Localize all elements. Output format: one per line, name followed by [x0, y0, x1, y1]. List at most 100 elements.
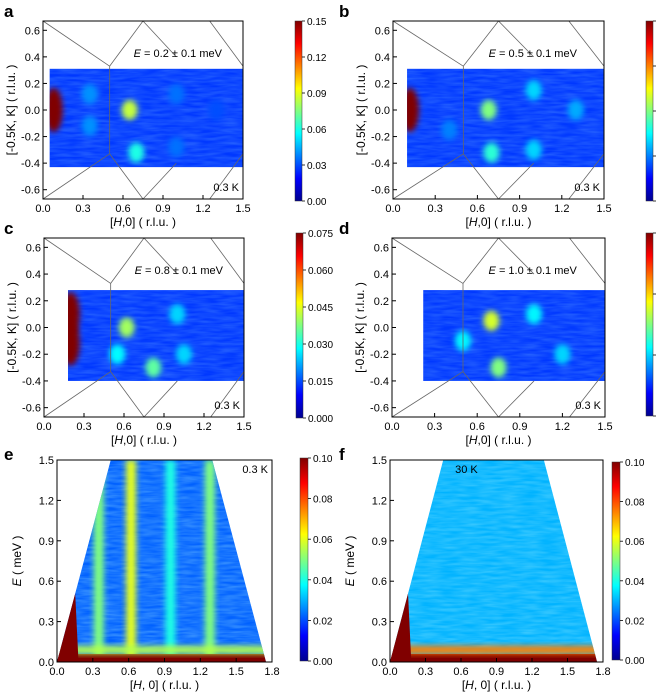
x-tick-label: 1.2 — [524, 666, 539, 678]
colorbar-tick-label: 0.10 — [625, 458, 645, 469]
dispersion-streak — [165, 460, 176, 662]
x-tick-label: 1.5 — [235, 203, 250, 215]
y-tick-label: 0.2 — [374, 296, 389, 308]
y-tick-label: -0.4 — [21, 158, 40, 170]
intensity-hotspot — [169, 304, 186, 325]
y-axis-label: [-0.5K, K] ( r.l.u. ) — [4, 65, 18, 156]
y-tick-label: 0.4 — [375, 52, 390, 64]
colorbar-tick-label: 0.06 — [307, 125, 327, 136]
y-tick-label: 0.0 — [372, 657, 387, 669]
y-tick-label: -0.2 — [371, 132, 390, 144]
y-tick-label: 0.6 — [25, 25, 40, 37]
energy-annotation: E = 0.8 ± 0.1 meV — [135, 265, 224, 277]
y-tick-label: 1.2 — [372, 495, 387, 507]
y-tick-label: -0.4 — [370, 376, 389, 388]
intensity-hotspot — [407, 88, 419, 132]
y-tick-label: 0.6 — [375, 25, 390, 37]
y-axis-label: [-0.5K, K] ( r.l.u. ) — [353, 282, 367, 373]
x-tick-label: 0.0 — [384, 421, 399, 433]
colorbar-tick-label: 0.08 — [313, 495, 333, 506]
x-tick-label: 0.0 — [36, 421, 51, 433]
intensity-hotspot — [168, 137, 185, 158]
y-tick-label: 0.9 — [372, 536, 387, 548]
colorbar-tick-label: 0.06 — [313, 535, 333, 546]
y-tick-label: 0.3 — [39, 617, 54, 629]
y-tick-label: 0.4 — [374, 269, 389, 281]
x-tick-label: 1.8 — [264, 666, 279, 678]
temperature-label: 30 K — [455, 464, 478, 476]
intensity-hotspot — [168, 84, 185, 105]
y-tick-label: 0.0 — [374, 323, 389, 335]
colorbar-tick-label: 0.08 — [625, 498, 645, 509]
y-tick-label: 0.6 — [39, 576, 54, 588]
x-tick-label: 0.6 — [470, 421, 485, 433]
temperature-label: 0.3 K — [213, 182, 239, 194]
colorbar — [645, 232, 654, 417]
x-tick-label: 0.6 — [121, 666, 136, 678]
intensity-hotspot — [176, 344, 192, 365]
y-tick-label: 0.2 — [375, 78, 390, 90]
colorbar-tick-label: 0.075 — [308, 229, 333, 240]
intensity-hotspot — [483, 142, 500, 163]
bragg-tail — [390, 587, 412, 662]
colorbar-tick-label: 0.015 — [308, 377, 333, 388]
dispersion-streak — [126, 460, 137, 662]
intensity-hotspot — [68, 321, 80, 366]
temperature-label: 0.3 K — [242, 464, 268, 476]
x-tick-label: 0.6 — [453, 666, 468, 678]
panel-label: f — [339, 445, 345, 464]
y-tick-label: 0.0 — [375, 105, 390, 117]
x-tick-label: 1.2 — [196, 421, 211, 433]
colorbar — [294, 20, 303, 202]
colorbar — [299, 457, 309, 662]
x-axis-label: [H, 0] ( r.l.u. ) — [130, 678, 199, 692]
colorbar-tick-label: 0.00 — [313, 657, 333, 668]
panel-label: b — [339, 2, 349, 21]
colorbar-tick-label: 0.000 — [308, 414, 333, 425]
intensity-hotspot — [81, 84, 98, 105]
panel-d: 0.0 0.3 0.6 0.9 1.2 1.5 0.6 0.4 0.2 0.0 -0.2 -0.4 -0… — [339, 219, 656, 447]
x-tick-label: 0.6 — [116, 421, 131, 433]
panel-a: 0.0 0.3 0.6 0.9 1.2 1.5 0.6 0.4 0.2 0.0 -0.2 -0.4 -0… — [4, 2, 327, 229]
colorbar-tick-label: 0.12 — [307, 53, 327, 64]
colorbar-tick-label: 0.09 — [307, 89, 327, 100]
energy-annotation: E = 1.0 ± 0.1 meV — [489, 265, 578, 277]
x-tick-label: 0.3 — [418, 666, 433, 678]
panel-e: 0.0 0.3 0.6 0.9 1.2 1.5 1.8 1.5 1.2 0.9 0.6 0.3 0.0 [… — [4, 445, 333, 692]
colorbar-tick-label: 0.030 — [308, 340, 333, 351]
panel-label: c — [4, 219, 13, 238]
y-tick-label: 0.6 — [372, 576, 387, 588]
x-tick-label: 1.5 — [229, 666, 244, 678]
intensity-hotspot — [145, 357, 162, 378]
colorbar-tick-label: 0.02 — [625, 616, 645, 627]
y-tick-label: 1.2 — [39, 495, 54, 507]
colorbar-tick-label: 0.04 — [313, 576, 333, 587]
x-tick-label: 0.9 — [489, 666, 504, 678]
y-tick-label: -0.6 — [371, 185, 390, 197]
dispersion-streak — [204, 460, 215, 662]
x-axis-label: [H,0] ( r.l.u. ) — [465, 433, 531, 447]
x-tick-label: 1.2 — [555, 421, 570, 433]
y-tick-label: -0.6 — [370, 403, 389, 415]
intensity-hotspot — [525, 139, 542, 160]
colorbar-tick-label: 0.10 — [313, 454, 333, 465]
colorbar-tick-label: 0.045 — [308, 303, 333, 314]
y-axis-label: E ( meV ) — [10, 536, 24, 587]
intensity-hotspot — [490, 357, 507, 378]
y-tick-label: -0.2 — [370, 349, 389, 361]
y-tick-label: -0.2 — [22, 349, 41, 361]
intensity-hotspot — [483, 310, 500, 331]
temperature-label: 0.3 K — [575, 400, 601, 412]
y-tick-label: 0.9 — [39, 536, 54, 548]
intensity-hotspot — [109, 344, 126, 365]
colorbar-tick-label: 0.06 — [625, 537, 645, 548]
x-tick-label: 0.9 — [157, 666, 172, 678]
bragg-tail — [57, 587, 79, 662]
x-tick-label: 0.0 — [49, 666, 64, 678]
y-tick-label: -0.6 — [21, 185, 40, 197]
y-tick-label: -0.6 — [22, 403, 41, 415]
x-tick-label: 1.5 — [596, 203, 611, 215]
x-tick-label: 0.6 — [470, 203, 485, 215]
panel-label: e — [4, 445, 13, 464]
